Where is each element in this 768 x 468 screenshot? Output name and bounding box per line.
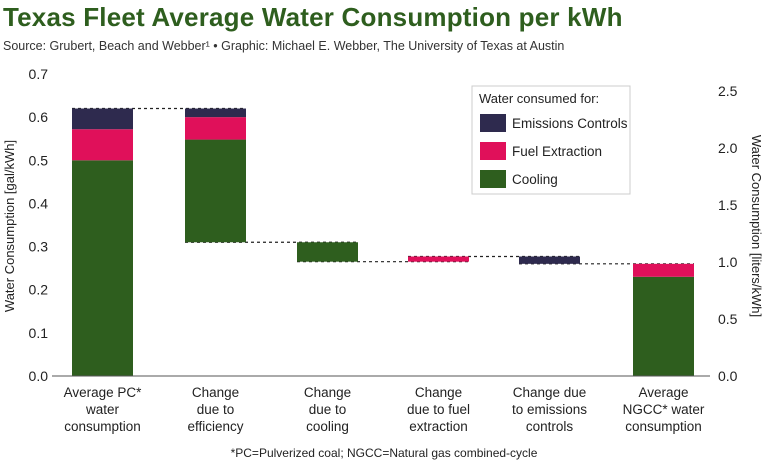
bar-segment-fuel-extraction [633,263,694,277]
footnote: *PC=Pulverized coal; NGCC=Natural gas co… [230,446,538,460]
bar-segment-fuel-extraction [72,129,133,161]
y-tick-label-right: 0.5 [718,311,738,327]
y-tick-label-left: 0.6 [29,109,49,125]
x-tick-label: Change due to efficiency [187,385,243,434]
legend-swatch [480,114,506,132]
y-tick-label-left: 0.7 [29,66,49,82]
legend-label: Emissions Controls [512,116,628,131]
y-tick-label-right: 2.0 [718,140,738,156]
x-tick-label: Change due to fuel extraction [407,385,470,434]
bar-segment-cooling [297,242,358,262]
y-tick-label-left: 0.5 [29,152,49,168]
bar-segment-fuel-extraction [185,117,246,140]
right-y-axis: 0.0 0.5 1.0 1.5 2.0 2.5 [718,83,738,384]
bar-segment-fuel-extraction [408,256,469,262]
legend: Water consumed for: Emissions Controls Fu… [471,85,631,195]
y-tick-label-left: 0.0 [29,368,49,384]
y-axis-label-right: Water Consumption [liters/kWh] [749,135,764,317]
bar-segment-emissions-controls [519,256,580,264]
y-tick-label-right: 1.0 [718,254,738,270]
y-tick-label-left: 0.3 [29,239,49,255]
bar-segment-emissions-controls [72,108,133,130]
y-tick-label-left: 0.2 [29,282,49,298]
bar-segment-cooling [185,139,246,243]
y-tick-label-right: 1.5 [718,197,738,213]
bar-segment-emissions-controls [185,108,246,118]
chart-title: Texas Fleet Average Water Consumption pe… [3,2,623,32]
y-tick-label-right: 2.5 [718,83,738,99]
legend-label: Cooling [512,172,558,187]
bar-segment-cooling [72,160,133,376]
chart-subtitle: Source: Grubert, Beach and Webber¹ • Gra… [3,39,565,53]
x-tick-label: Average NGCC* water consumption [623,385,705,434]
y-tick-label-left: 0.4 [29,195,49,211]
y-tick-label-left: 0.1 [29,325,49,341]
left-y-axis: 0.0 0.1 0.2 0.3 0.4 0.5 0.6 0.7 [29,66,49,384]
x-tick-label: Average PC* water consumption [64,385,143,434]
legend-title: Water consumed for: [479,91,599,106]
legend-swatch [480,170,506,188]
y-tick-label-right: 0.0 [718,368,738,384]
bars [72,108,694,376]
y-axis-label-left: Water Consumption [gal/kWh] [2,140,17,312]
bar-segment-cooling [633,276,694,376]
x-axis-labels: Average PC* water consumption Change due to e… [64,385,705,434]
legend-label: Fuel Extraction [512,144,602,159]
x-tick-label: Change due to emissions controls [512,385,587,434]
x-tick-label: Change due to cooling [304,385,351,434]
legend-swatch [480,142,506,160]
